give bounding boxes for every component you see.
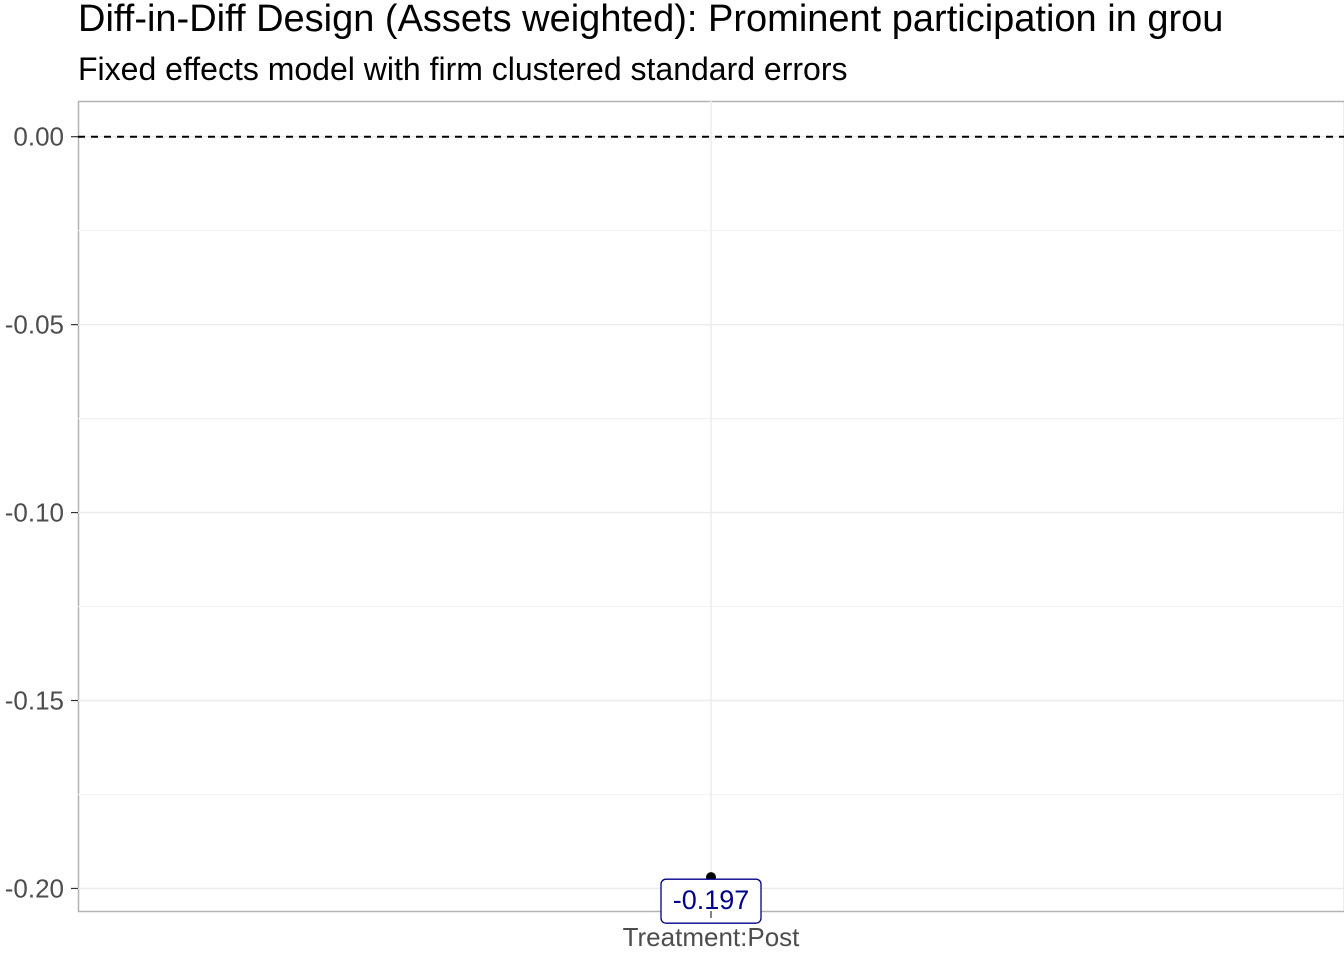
y-tick-label: -0.15: [5, 686, 64, 716]
y-tick-label: 0.00: [13, 122, 64, 152]
y-tick-label: -0.05: [5, 310, 64, 340]
data-label: -0.197: [673, 885, 750, 915]
chart-title: Diff-in-Diff Design (Assets weighted): P…: [78, 0, 1223, 40]
y-tick-label: -0.20: [5, 873, 64, 903]
chart-subtitle: Fixed effects model with firm clustered …: [78, 51, 847, 87]
marks-layer: -0.197: [660, 872, 762, 924]
data-label-box: [660, 878, 762, 924]
grid-layer: [77, 100, 1344, 913]
axis-layer: 0.00 -0.05 -0.10 -0.15 -0.20 Treatment:Post: [5, 122, 800, 952]
x-tick-label: Treatment:Post: [623, 922, 801, 952]
y-tick-label: -0.10: [5, 498, 64, 528]
